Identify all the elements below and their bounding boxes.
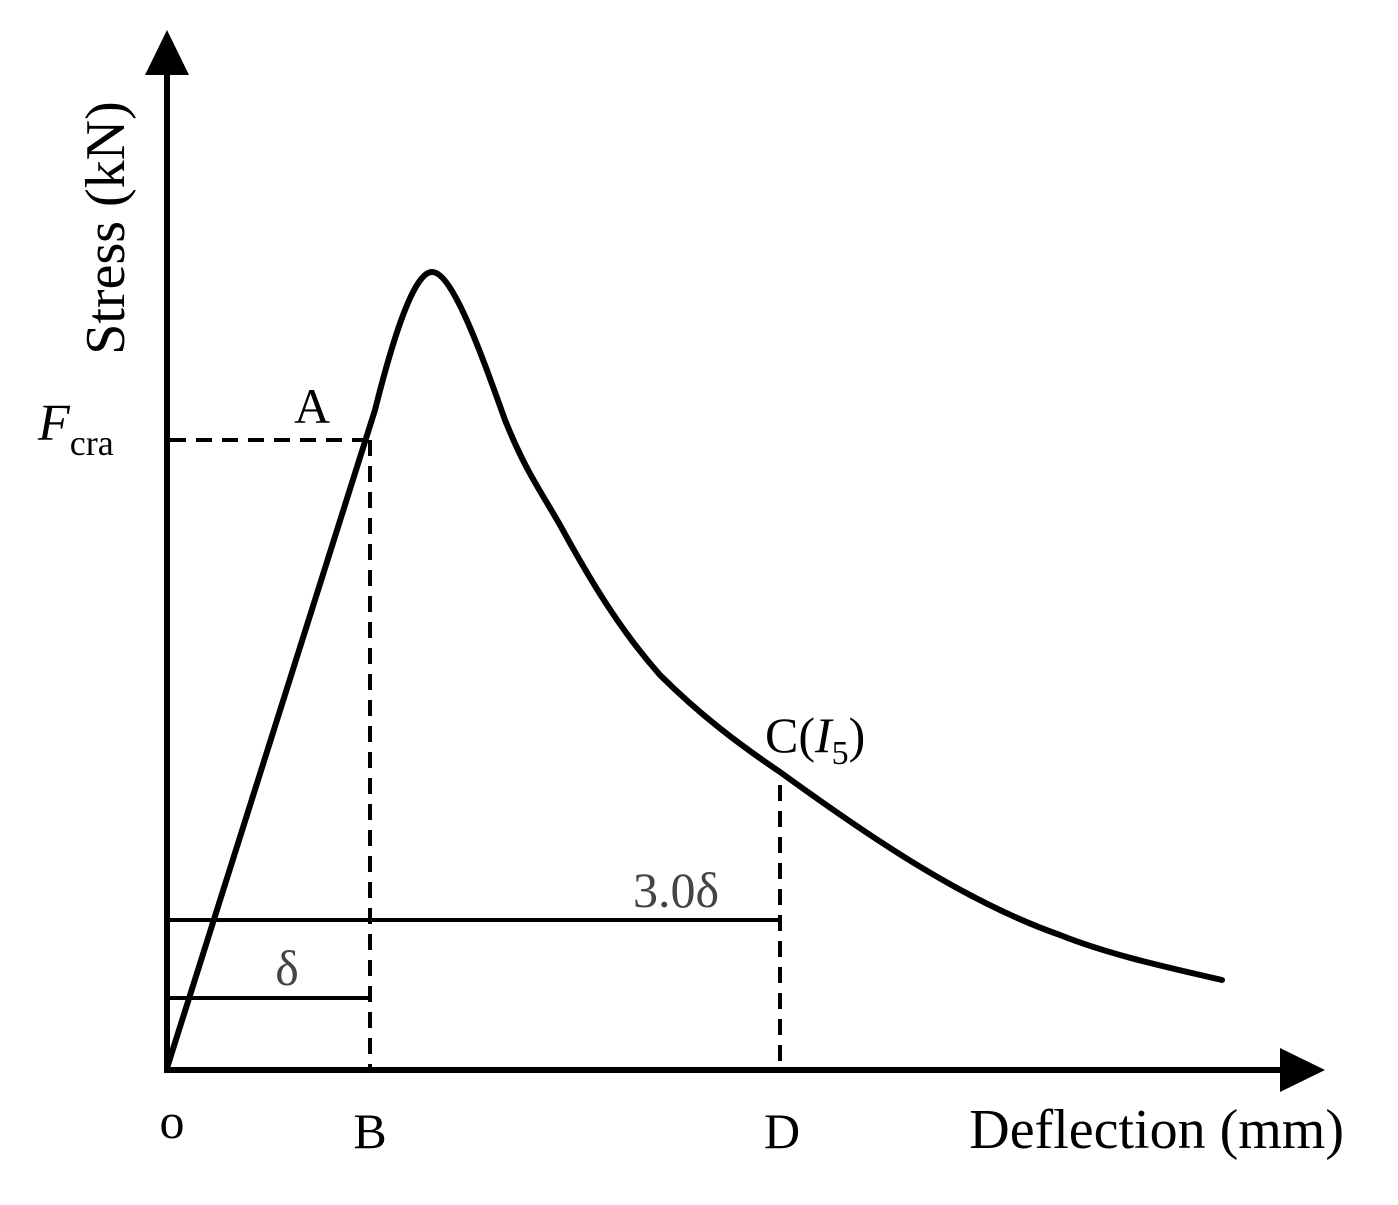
point-b-label: B	[353, 1103, 386, 1159]
f-cra-label: Fcra	[37, 395, 114, 463]
point-c-label: C(I5)	[765, 707, 865, 772]
f-cra-main: F	[37, 395, 71, 452]
stress-deflection-curve	[164, 269, 1225, 1071]
x-axis-arrow	[1280, 1048, 1325, 1092]
f-cra-sub: cra	[70, 423, 114, 463]
point-a-label: A	[294, 378, 330, 434]
point-c-suffix: )	[849, 707, 866, 763]
x-axis-label: Deflection (mm)	[969, 1099, 1344, 1161]
point-d-label: D	[764, 1103, 800, 1159]
y-axis-arrow	[145, 30, 189, 75]
point-c-var: I	[814, 707, 834, 763]
point-c-sub: 5	[832, 735, 849, 772]
point-c-prefix: C(	[765, 707, 815, 763]
delta-label: δ	[275, 940, 299, 996]
y-axis-label: Stress (kN)	[75, 101, 137, 355]
three-delta-label: 3.0δ	[633, 862, 719, 918]
origin-label: o	[160, 1093, 185, 1149]
